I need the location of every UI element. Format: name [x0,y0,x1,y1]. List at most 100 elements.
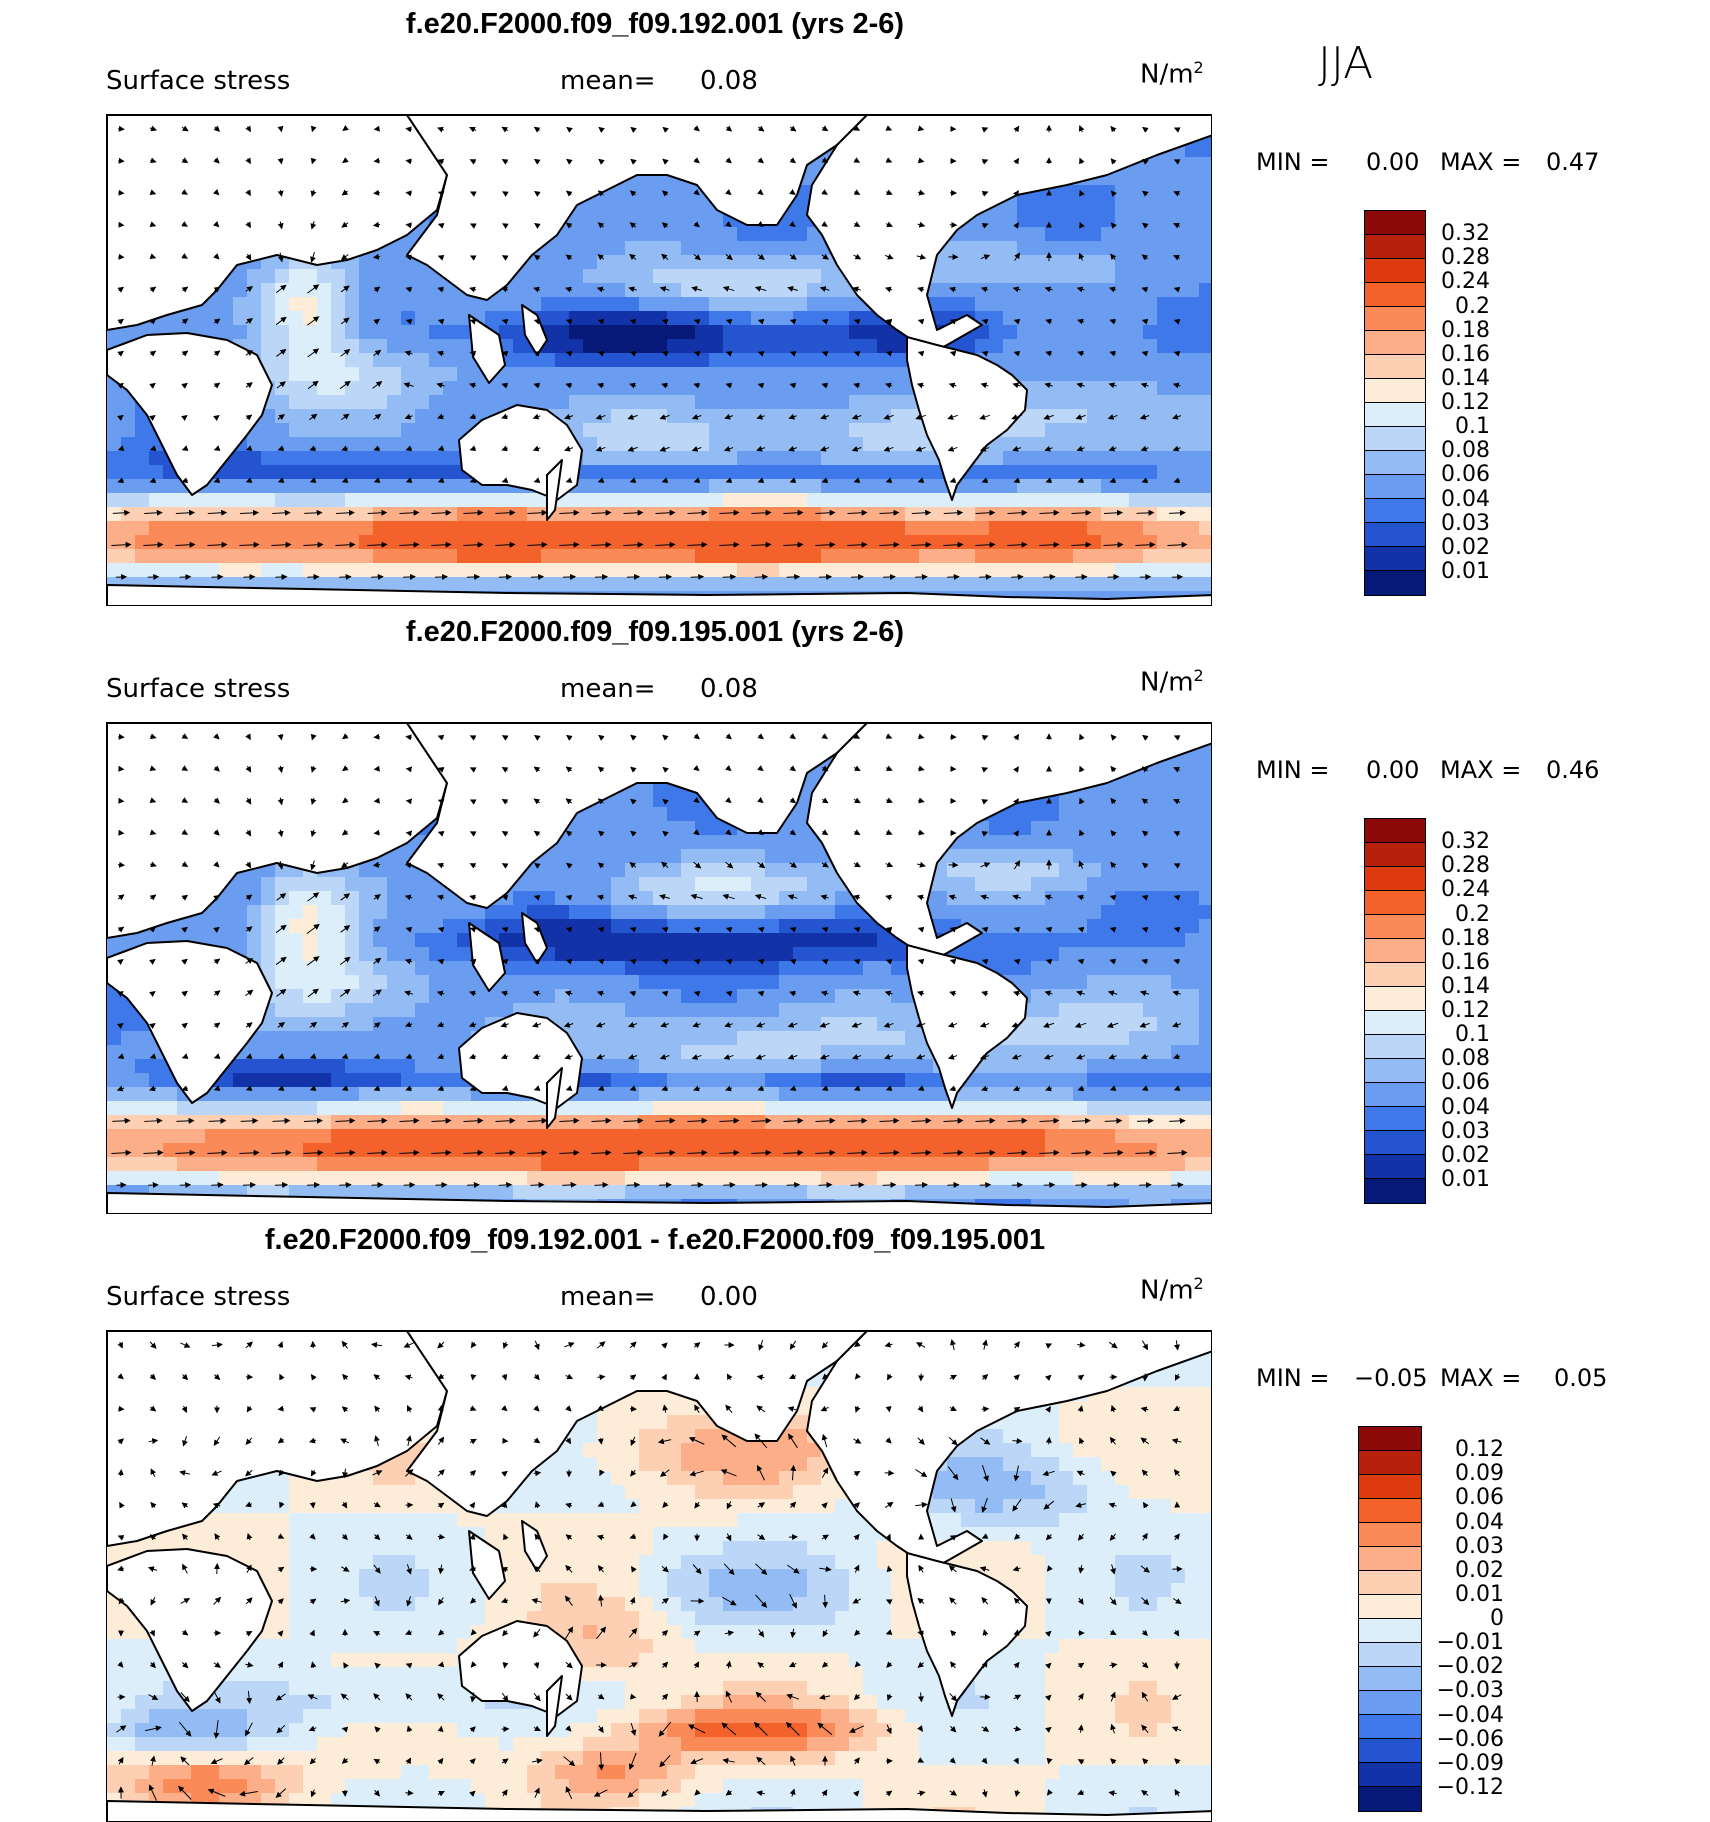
colorbar-swatch [1359,1571,1421,1595]
colorbar-tick-label: 0.12 [1455,1439,1504,1461]
colorbar-swatch [1359,1475,1421,1499]
colorbar-tick-label: 0.02 [1441,537,1490,559]
colorbar-tick-label: 0.02 [1441,1145,1490,1167]
colorbar-tick-label: 0.03 [1441,513,1490,535]
colorbar-tick-label: 0.2 [1455,904,1490,926]
colorbar-tick-label: −0.06 [1437,1729,1504,1751]
colorbar-swatch [1365,963,1425,987]
colorbar-swatch [1365,891,1425,915]
colorbar-swatch [1359,1427,1421,1451]
colorbar-tick-label: 0.06 [1455,1487,1504,1509]
colorbar-tick-label: 0.04 [1441,1097,1490,1119]
colorbar-tick-label: 0.12 [1441,392,1490,414]
colorbar-tick-label: 0.1 [1455,416,1490,438]
colorbar-swatch [1365,1059,1425,1083]
panel-3-mean-label: mean= [560,1282,656,1312]
panel-2-field-label: Surface stress [106,674,290,704]
panel-2-mean-value: 0.08 [700,674,758,704]
colorbar-swatch [1365,283,1425,307]
colorbar-swatch [1365,427,1425,451]
panel-1-mean-label: mean= [560,66,656,96]
colorbar-swatch [1365,211,1425,235]
colorbar-swatch [1359,1499,1421,1523]
colorbar-tick-label: 0.08 [1441,440,1490,462]
colorbar-tick-label: −0.01 [1437,1632,1504,1654]
colorbar-tick-label: −0.09 [1437,1753,1504,1775]
colorbar-swatch [1365,1011,1425,1035]
colorbar-swatch [1365,331,1425,355]
colorbar-swatch [1365,403,1425,427]
panel-2-max-label: MAX = [1440,756,1521,784]
colorbar-tick-label: 0.12 [1441,1000,1490,1022]
colorbar-swatch [1365,1083,1425,1107]
colorbar-tick-label: 0.28 [1441,247,1490,269]
colorbar-swatch [1365,235,1425,259]
colorbar-tick-label: 0.14 [1441,976,1490,998]
colorbar-swatch [1359,1787,1421,1811]
colorbar-tick-label: 0.28 [1441,855,1490,877]
panel-3-max-label: MAX = [1440,1364,1521,1392]
colorbar-tick-label: 0.06 [1441,1072,1490,1094]
colorbar-swatch [1359,1739,1421,1763]
panel-2-min-value: 0.00 [1366,756,1419,784]
colorbar-tick-label: 0.04 [1441,489,1490,511]
panel-1-min-label: MIN = [1256,148,1329,176]
panel-3-min-value: −0.05 [1354,1364,1428,1392]
colorbar-swatch [1365,1107,1425,1131]
colorbar-swatch [1359,1523,1421,1547]
colorbar-swatch [1365,867,1425,891]
panel-3-min-label: MIN = [1256,1364,1329,1392]
colorbar-swatch [1359,1763,1421,1787]
colorbar-swatch [1365,843,1425,867]
colorbar-swatch [1365,451,1425,475]
colorbar-tick-label: 0.04 [1455,1512,1504,1534]
colorbar-swatch [1365,1155,1425,1179]
colorbar-tick-label: 0.32 [1441,831,1490,853]
colorbar-tick-label: −0.04 [1437,1705,1504,1727]
colorbar-tick-label: 0.14 [1441,368,1490,390]
colorbar-swatch [1365,307,1425,331]
panel-2-min-label: MIN = [1256,756,1329,784]
panel-1-min-value: 0.00 [1366,148,1419,176]
colorbar-swatch [1365,819,1425,843]
colorbar-tick-label: −0.03 [1437,1680,1504,1702]
panel-3-colorbar [1358,1426,1422,1812]
colorbar-tick-label: 0.16 [1441,952,1490,974]
colorbar-tick-label: −0.12 [1437,1777,1504,1799]
colorbar-tick-label: −0.02 [1437,1656,1504,1678]
colorbar-swatch [1365,1179,1425,1203]
colorbar-swatch [1359,1691,1421,1715]
panel-3-units: N/m2 [1140,1274,1204,1306]
panel-1-title: f.e20.F2000.f09_f09.192.001 (yrs 2-6) [100,8,1210,41]
colorbar-swatch [1365,523,1425,547]
colorbar-tick-label: 0.18 [1441,320,1490,342]
colorbar-swatch [1359,1451,1421,1475]
colorbar-tick-label: 0.09 [1455,1463,1504,1485]
colorbar-tick-label: 0.16 [1441,344,1490,366]
colorbar-tick-label: 0.32 [1441,223,1490,245]
panel-2-mean-label: mean= [560,674,656,704]
panel-3-title: f.e20.F2000.f09_f09.192.001 - f.e20.F200… [100,1224,1210,1257]
colorbar-tick-label: 0.02 [1455,1560,1504,1582]
season-label: JJA [1318,38,1373,89]
panel-3-map [106,1330,1212,1822]
panel-2-colorbar [1364,818,1426,1204]
panel-1-mean-value: 0.08 [700,66,758,96]
panel-2-map [106,722,1212,1214]
panel-1-map [106,114,1212,606]
colorbar-swatch [1365,259,1425,283]
colorbar-tick-label: 0.03 [1455,1536,1504,1558]
colorbar-tick-label: 0.1 [1455,1024,1490,1046]
map-canvas [107,115,1212,606]
panel-2-units: N/m2 [1140,666,1204,698]
colorbar-swatch [1365,939,1425,963]
colorbar-swatch [1365,355,1425,379]
colorbar-swatch [1365,379,1425,403]
map-canvas [107,723,1212,1214]
colorbar-swatch [1365,915,1425,939]
panel-3-field-label: Surface stress [106,1282,290,1312]
colorbar-tick-label: 0.08 [1441,1048,1490,1070]
colorbar-tick-label: 0 [1490,1608,1504,1630]
panel-2-title: f.e20.F2000.f09_f09.195.001 (yrs 2-6) [100,616,1210,649]
